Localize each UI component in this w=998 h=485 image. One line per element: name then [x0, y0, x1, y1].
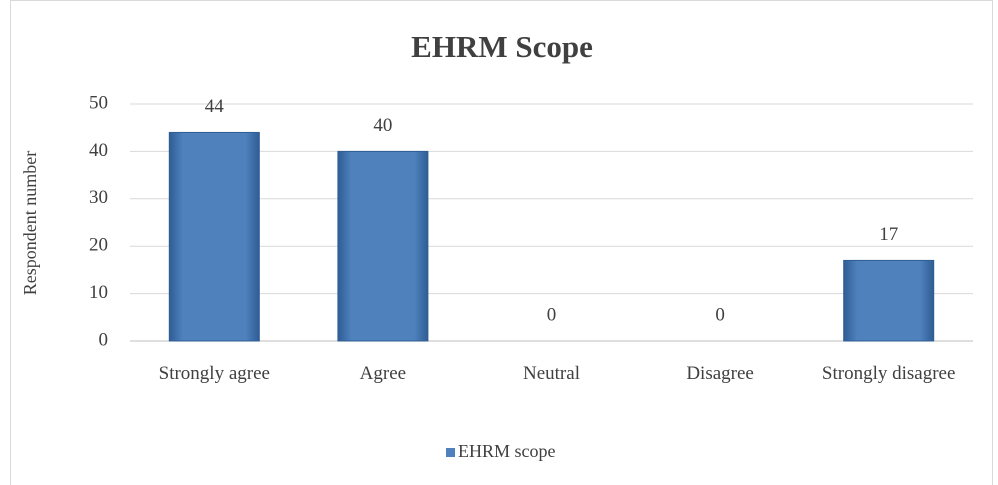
y-tick-label: 10: [89, 282, 108, 303]
legend-swatch: [446, 448, 455, 457]
bar: [337, 150, 429, 342]
data-label: 17: [879, 224, 898, 245]
data-label: 44: [205, 96, 225, 117]
x-tick-label: Neutral: [523, 363, 580, 384]
y-tick-label: 0: [99, 329, 109, 350]
data-label: 0: [547, 304, 557, 325]
chart-border: [10, 0, 993, 485]
y-tick-label: 50: [89, 92, 108, 113]
bar: [843, 259, 935, 342]
y-tick-label: 40: [89, 140, 108, 161]
x-tick-label: Strongly disagree: [821, 363, 956, 384]
y-tick-label: 20: [89, 235, 108, 256]
legend-label: EHRM scope: [458, 441, 556, 461]
data-label: 0: [715, 304, 725, 325]
x-tick-label: Agree: [359, 363, 407, 384]
y-axis-label: Respondent number: [20, 151, 40, 295]
chart-title: EHRM Scope: [411, 29, 593, 64]
y-tick-label: 30: [89, 187, 108, 208]
bar: [168, 131, 260, 342]
x-tick-label: Strongly agree: [158, 363, 270, 384]
data-label: 40: [373, 115, 392, 136]
x-tick-label: Disagree: [686, 363, 754, 384]
